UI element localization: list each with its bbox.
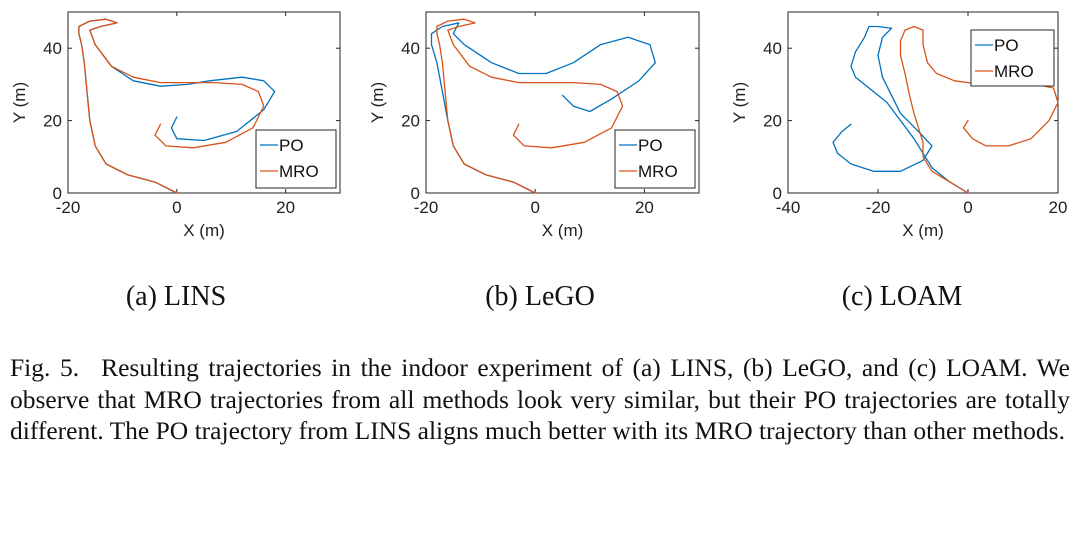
legend-label-mro: MRO — [279, 162, 319, 181]
series-line-po — [832, 25, 969, 194]
y-tick-label: 20 — [401, 112, 420, 131]
axes-box — [67, 11, 341, 194]
x-tick-label: 0 — [530, 198, 539, 217]
x-tick-label: -20 — [414, 198, 439, 217]
y-tick-label: 20 — [43, 112, 62, 131]
axes-box — [425, 11, 700, 194]
legend-box — [255, 129, 337, 189]
y-tick-label: 0 — [773, 184, 782, 203]
series-line-mro — [899, 25, 1059, 194]
x-tick-label: 0 — [963, 198, 972, 217]
legend-label-po: PO — [638, 136, 663, 155]
x-axis-label: X (m) — [183, 221, 225, 240]
y-tick-label: 20 — [763, 112, 782, 131]
x-tick-label: 0 — [172, 198, 181, 217]
series-line-mro — [78, 18, 265, 194]
subcaption: (a) LINS — [126, 281, 226, 312]
y-axis-label: Y (m) — [730, 82, 749, 123]
x-axis-label: X (m) — [902, 221, 944, 240]
y-tick-label: 40 — [763, 39, 782, 58]
series-line-po — [78, 18, 276, 194]
subcaption: (b) LeGO — [485, 281, 595, 312]
y-tick-label: 0 — [411, 184, 420, 203]
caption-text: Resulting trajectories in the indoor exp… — [10, 353, 1070, 445]
y-axis-label: Y (m) — [368, 82, 387, 123]
y-tick-label: 0 — [53, 184, 62, 203]
y-tick-label: 40 — [401, 39, 420, 58]
figure-label: Fig. 5. — [10, 353, 80, 382]
legend-box — [970, 29, 1055, 87]
x-tick-label: -40 — [776, 198, 801, 217]
legend: PO MRO — [255, 129, 337, 189]
x-tick-label: -20 — [866, 198, 891, 217]
x-tick-label: 20 — [276, 198, 295, 217]
x-axis-label: X (m) — [542, 221, 584, 240]
legend: PO MRO — [970, 29, 1055, 87]
x-tick-label: 20 — [1049, 198, 1068, 217]
figure-caption: Fig. 5. Resulting trajectories in the ind… — [10, 352, 1070, 447]
y-tick-label: 40 — [43, 39, 62, 58]
x-tick-label: -20 — [56, 198, 81, 217]
series-line-mro — [436, 18, 624, 194]
legend-label-mro: MRO — [994, 62, 1034, 81]
x-tick-label: 20 — [635, 198, 654, 217]
subcaption: (c) LOAM — [842, 281, 963, 312]
chart-panel-c-loam: -40 -20 0 20 0 20 40 X (m) Y (m) PO MRO — [730, 11, 1068, 240]
legend: PO MRO — [614, 129, 696, 189]
legend-box — [614, 129, 696, 189]
legend-label-po: PO — [279, 136, 304, 155]
legend-label-mro: MRO — [638, 162, 678, 181]
legend-label-po: PO — [994, 36, 1019, 55]
y-axis-label: Y (m) — [10, 82, 29, 123]
